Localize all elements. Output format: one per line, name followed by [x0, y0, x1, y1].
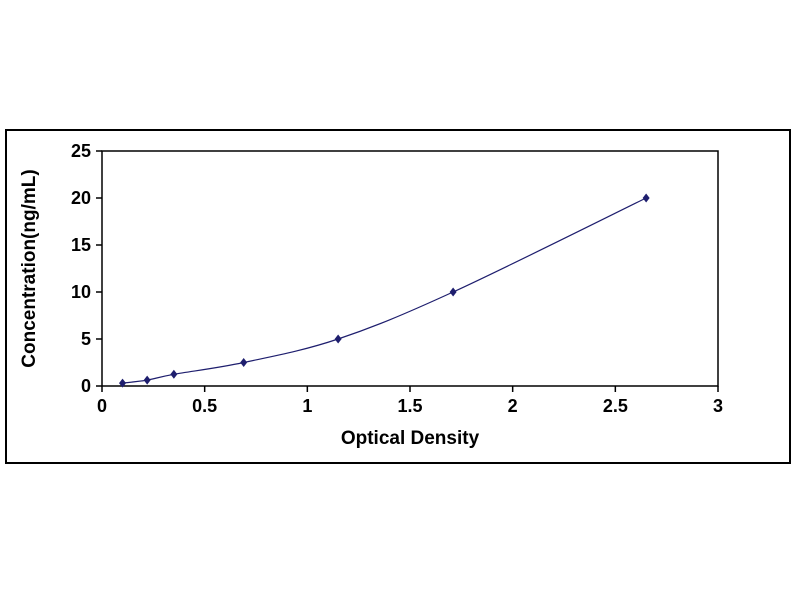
curve-line — [122, 197, 647, 384]
y-tick-label: 10 — [71, 282, 91, 302]
data-point-marker — [143, 375, 151, 385]
x-tick-label: 0 — [97, 396, 107, 416]
y-axis-ticks: 0 5 10 15 20 25 — [71, 141, 102, 396]
plot-area — [101, 150, 719, 387]
y-tick-label: 20 — [71, 188, 91, 208]
x-tick-label: 2.5 — [603, 396, 628, 416]
data-series — [119, 193, 650, 388]
data-point-marker — [642, 193, 650, 203]
x-axis-ticks: 0 0.5 1 1.5 2 2.5 3 — [97, 386, 723, 416]
y-tick-label: 15 — [71, 235, 91, 255]
x-tick-label: 3 — [713, 396, 723, 416]
x-tick-label: 1.5 — [397, 396, 422, 416]
standard-curve-chart: 0 0.5 1 1.5 2 2.5 3 0 5 10 15 20 25 Optical Density… — [19, 141, 723, 449]
y-tick-label: 25 — [71, 141, 91, 161]
y-tick-label: 5 — [81, 329, 91, 349]
x-tick-label: 1 — [302, 396, 312, 416]
data-point-marker — [449, 287, 457, 297]
y-tick-label: 0 — [81, 376, 91, 396]
data-point-marker — [334, 334, 342, 344]
x-axis-title: Optical Density — [341, 428, 480, 449]
data-point-marker — [119, 378, 127, 388]
data-point-marker — [170, 369, 178, 379]
chart-frame: 0 0.5 1 1.5 2 2.5 3 0 5 10 15 20 25 Optical Density… — [5, 129, 791, 464]
y-axis-title: Concentration(ng/mL) — [19, 169, 40, 367]
x-tick-label: 2 — [508, 396, 518, 416]
data-point-marker — [240, 358, 248, 367]
x-tick-label: 0.5 — [192, 396, 217, 416]
